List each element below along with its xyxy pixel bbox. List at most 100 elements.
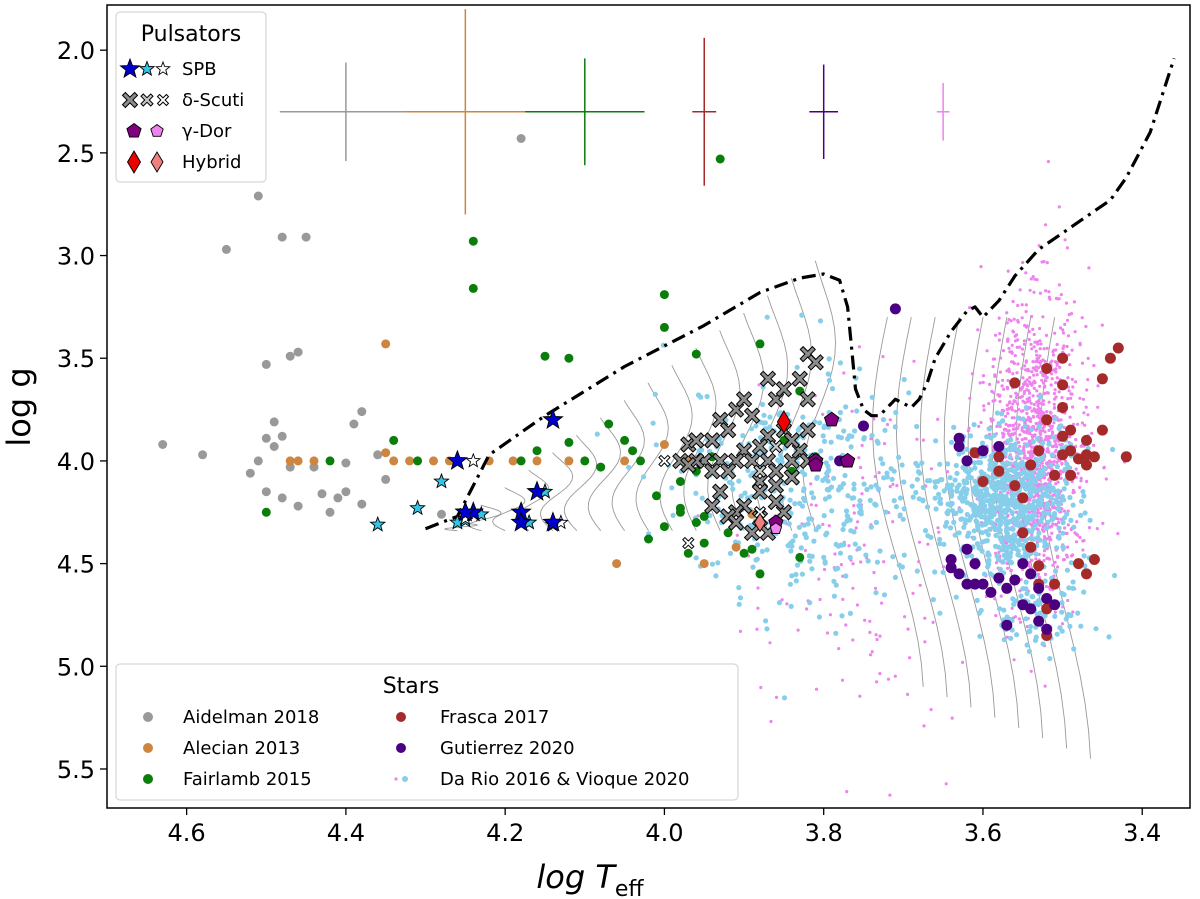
da-rio-point xyxy=(885,422,890,427)
da-rio-point xyxy=(1028,419,1033,424)
gutierrez-2020-point xyxy=(1025,603,1037,615)
da-rio-point xyxy=(1070,377,1074,381)
da-rio-point xyxy=(814,687,819,691)
vioque-point xyxy=(1024,442,1030,448)
vioque-point xyxy=(861,481,867,487)
da-rio-point xyxy=(1076,471,1080,475)
vioque-point xyxy=(971,460,978,466)
delta-scuti-marker xyxy=(680,456,697,474)
da-rio-point xyxy=(821,412,825,416)
vioque-point xyxy=(975,459,982,465)
vioque-point xyxy=(1007,454,1013,460)
da-rio-point xyxy=(1027,560,1031,565)
vioque-point xyxy=(1056,425,1062,431)
vioque-point xyxy=(1005,467,1011,473)
gutierrez-2020-point xyxy=(969,558,981,570)
vioque-point xyxy=(1059,600,1065,606)
da-rio-point xyxy=(968,396,972,400)
vioque-point xyxy=(1004,497,1011,503)
da-rio-point xyxy=(993,373,997,377)
vioque-point xyxy=(841,542,847,548)
vioque-point xyxy=(704,393,710,400)
da-rio-point xyxy=(1029,342,1033,346)
x-tick-label: 3.6 xyxy=(964,819,1002,847)
gamma-dor-marker xyxy=(808,456,824,472)
da-rio-point xyxy=(1024,310,1028,314)
aidelman-2018-point xyxy=(301,232,311,242)
da-rio-point xyxy=(1041,374,1045,378)
vioque-point xyxy=(759,548,765,555)
da-rio-point xyxy=(847,544,851,548)
da-rio-point xyxy=(1024,325,1028,329)
da-rio-point xyxy=(1016,402,1020,406)
vioque-point xyxy=(1067,623,1073,630)
da-rio-point xyxy=(1066,523,1070,527)
vioque-point xyxy=(807,558,813,564)
da-rio-point xyxy=(1048,361,1053,365)
vioque-point xyxy=(913,460,919,466)
vioque-point xyxy=(1045,543,1051,549)
vioque-point xyxy=(1056,525,1062,531)
da-rio-point xyxy=(1026,429,1030,433)
da-rio-point xyxy=(827,524,831,528)
vioque-point xyxy=(845,513,851,519)
da-rio-point xyxy=(1045,261,1049,265)
da-rio-point xyxy=(1039,342,1043,346)
da-rio-point xyxy=(1047,290,1051,294)
vioque-point xyxy=(826,486,833,492)
gutierrez-2020-point xyxy=(1025,568,1037,580)
vioque-point xyxy=(1093,626,1099,632)
vioque-point xyxy=(990,509,997,516)
evolutionary-track xyxy=(943,317,996,718)
legend-pulsators-box xyxy=(115,11,267,183)
y-tick-label: 3.0 xyxy=(57,243,95,271)
da-rio-point xyxy=(1010,405,1014,409)
vioque-point xyxy=(822,496,829,502)
fairlamb-2015-point xyxy=(715,154,725,164)
alecian-2013-point xyxy=(381,448,391,458)
da-rio-point xyxy=(1042,476,1047,480)
da-rio-point xyxy=(1092,443,1096,447)
gutierrez-2020-point xyxy=(977,578,989,590)
da-rio-point xyxy=(872,417,876,421)
vioque-point xyxy=(936,491,942,497)
vioque-point xyxy=(1005,507,1011,513)
da-rio-point xyxy=(1083,423,1087,427)
vioque-point xyxy=(693,555,699,561)
vioque-point xyxy=(968,433,974,439)
vioque-point xyxy=(968,467,974,473)
da-rio-point xyxy=(1065,246,1069,250)
delta-scuti-marker xyxy=(735,391,753,408)
da-rio-point xyxy=(1006,491,1010,495)
y-axis-label: log g xyxy=(0,367,38,446)
vioque-point xyxy=(913,489,919,496)
da-rio-point xyxy=(1096,405,1100,409)
da-rio-point xyxy=(1038,416,1043,420)
da-rio-point xyxy=(888,418,892,422)
da-rio-point xyxy=(857,345,862,349)
gutierrez-2020-point xyxy=(985,586,997,598)
da-rio-point xyxy=(860,443,864,448)
legend-spb-light-marker xyxy=(138,60,156,77)
alecian-2013-point xyxy=(564,456,574,466)
vioque-point xyxy=(1002,471,1009,477)
vioque-point xyxy=(878,456,884,462)
da-rio-point xyxy=(891,482,895,486)
vioque-point xyxy=(868,524,874,530)
da-rio-point xyxy=(1067,353,1071,357)
fairlamb-2015-point xyxy=(468,283,478,293)
da-rio-point xyxy=(859,560,863,564)
birthline-curve xyxy=(424,57,1176,531)
vioque-point xyxy=(1018,478,1024,484)
vioque-point xyxy=(1060,530,1066,536)
da-rio-point xyxy=(937,530,941,534)
vioque-point xyxy=(829,386,836,392)
vioque-point xyxy=(1034,611,1040,617)
vioque-point xyxy=(1000,559,1006,565)
frasca-2017-point xyxy=(993,451,1005,463)
frasca-2017-point xyxy=(1120,451,1132,463)
vioque-point xyxy=(761,412,767,418)
da-rio-point xyxy=(1007,401,1012,405)
frasca-2017-point xyxy=(1065,469,1077,481)
da-rio-point xyxy=(979,265,983,269)
